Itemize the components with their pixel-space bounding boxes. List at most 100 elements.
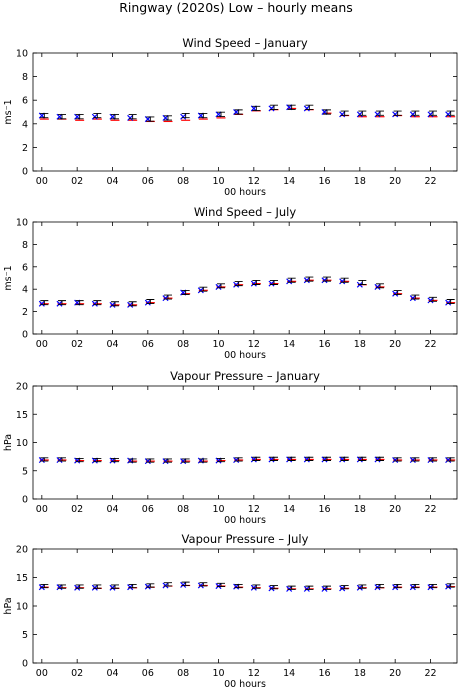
data-point-blue (127, 114, 134, 121)
data-point-blue (427, 584, 434, 591)
x-tick-label: 20 (389, 339, 401, 350)
data-point-blue (250, 280, 257, 287)
data-point-errorbar (199, 112, 208, 119)
data-point-errorbar (217, 457, 225, 463)
data-point-errorbar (252, 456, 261, 461)
x-tick-label: 22 (424, 339, 436, 350)
y-tick-label: 15 (16, 573, 28, 584)
data-point-errorbar (40, 112, 49, 119)
data-point-blue (445, 456, 452, 464)
data-point-errorbar (111, 301, 119, 307)
figure-title: Ringway (2020s) Low – hourly means (119, 0, 353, 15)
data-point-errorbar (217, 582, 225, 588)
data-point-errorbar (287, 456, 296, 461)
data-point-blue (144, 583, 151, 590)
data-point-blue (374, 456, 381, 463)
data-point-errorbar (287, 104, 296, 110)
data-point-errorbar (93, 584, 102, 589)
data-point-blue (268, 585, 275, 592)
data-point-blue (144, 299, 151, 306)
data-point-errorbar (217, 283, 225, 289)
series-black (40, 104, 455, 122)
data-point-blue (374, 111, 381, 118)
data-point-errorbar (234, 281, 243, 287)
plot-frame (32, 221, 458, 335)
chart-title: Wind Speed – July (194, 205, 297, 219)
data-point-errorbar (287, 585, 296, 590)
data-point-blue (303, 277, 310, 284)
data-point-blue (127, 301, 134, 308)
x-tick-label: 16 (318, 668, 330, 679)
data-point-blue (356, 456, 363, 463)
x-tick-label: 18 (354, 668, 366, 679)
y-axis-label: ms⁻1 (3, 99, 14, 124)
x-tick-label: 12 (248, 668, 260, 679)
data-point-blue (162, 582, 169, 589)
x-axis-label: 00 hours (224, 187, 266, 198)
data-point-blue (180, 458, 187, 465)
data-point-errorbar (358, 584, 367, 589)
x-tick-label: 18 (354, 176, 366, 187)
data-point-blue (303, 105, 310, 112)
x-tick-label: 04 (106, 504, 118, 515)
data-point-errorbar (323, 109, 331, 115)
data-point-errorbar (376, 110, 384, 116)
data-point-blue (374, 283, 381, 290)
data-point-blue (144, 458, 151, 465)
data-point-errorbar (58, 457, 66, 462)
data-point-errorbar (252, 105, 261, 112)
x-axis-label: 00 hours (224, 350, 266, 361)
data-point-errorbar (75, 457, 84, 463)
y-tick-label: 5 (22, 630, 28, 641)
plot-frame (32, 548, 458, 664)
data-point-errorbar (358, 280, 367, 285)
x-tick-label: 14 (283, 176, 295, 187)
x-tick-label: 02 (71, 668, 83, 679)
series-red (39, 107, 456, 123)
data-point-errorbar (217, 111, 225, 117)
data-point-errorbar (411, 457, 420, 462)
data-point-errorbar (305, 276, 314, 282)
series-black (40, 456, 455, 463)
x-tick-label: 16 (318, 176, 330, 187)
series-red (39, 279, 456, 306)
data-point-blue (392, 456, 399, 464)
data-point-errorbar (429, 583, 437, 589)
y-tick-label: 0 (22, 659, 28, 670)
data-point-errorbar (252, 584, 261, 589)
data-point-errorbar (305, 456, 314, 461)
data-point-blue (321, 277, 328, 284)
data-point-blue (38, 300, 45, 307)
data-point-errorbar (270, 104, 278, 110)
data-point-errorbar (75, 114, 84, 120)
data-point-errorbar (429, 110, 437, 116)
chart-title: Wind Speed – January (182, 36, 307, 50)
x-tick-label: 08 (177, 176, 189, 187)
data-point-blue (91, 584, 98, 591)
data-point-errorbar (323, 585, 331, 590)
data-point-errorbar (270, 456, 278, 461)
y-tick-label: 2 (22, 307, 28, 318)
data-point-errorbar (305, 585, 314, 590)
data-point-blue (250, 584, 257, 591)
x-tick-label: 06 (142, 668, 154, 679)
x-tick-label: 10 (212, 668, 224, 679)
x-tick-label: 22 (424, 668, 436, 679)
plot-frame (32, 385, 458, 500)
x-tick-label: 00 (36, 504, 48, 515)
data-point-blue (180, 581, 187, 588)
data-point-blue (445, 583, 452, 590)
data-point-errorbar (446, 457, 455, 462)
y-axis-label: hPa (3, 434, 14, 451)
data-point-errorbar (181, 112, 190, 119)
data-point-errorbar (358, 456, 367, 461)
data-point-errorbar (93, 112, 102, 119)
data-point-blue (91, 300, 98, 307)
data-point-errorbar (411, 583, 420, 589)
data-point-blue (109, 457, 116, 464)
y-tick-label: 10 (16, 49, 28, 60)
data-point-errorbar (58, 584, 66, 589)
data-point-errorbar (446, 110, 455, 116)
data-point-errorbar (93, 300, 102, 306)
